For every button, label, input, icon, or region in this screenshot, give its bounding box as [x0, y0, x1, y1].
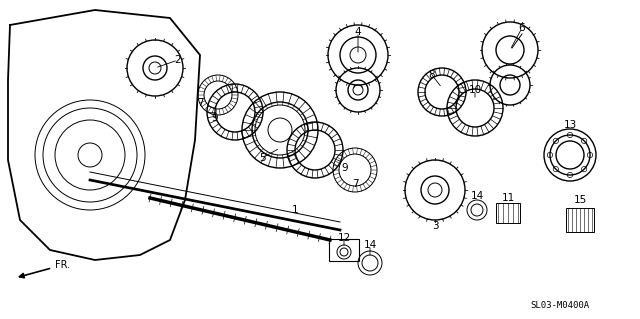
Text: 11: 11: [501, 193, 515, 203]
Text: 8: 8: [429, 70, 435, 80]
Bar: [496, 203, 520, 223]
Text: 3: 3: [432, 221, 438, 231]
Text: 5: 5: [259, 153, 266, 163]
Text: 6: 6: [518, 23, 525, 33]
Text: SL03-M0400A: SL03-M0400A: [531, 300, 589, 309]
Text: 7: 7: [196, 98, 204, 108]
Text: 9: 9: [342, 163, 348, 173]
Text: 9: 9: [212, 113, 218, 123]
Text: 7: 7: [352, 179, 358, 189]
Text: 1: 1: [292, 205, 298, 215]
Text: 10: 10: [468, 85, 481, 95]
Text: 14: 14: [470, 191, 484, 201]
Bar: [566, 208, 594, 232]
Text: 15: 15: [573, 195, 587, 205]
Text: 12: 12: [337, 233, 351, 243]
Text: 14: 14: [364, 240, 376, 250]
Text: 13: 13: [563, 120, 577, 130]
Text: FR.: FR.: [19, 260, 70, 278]
Text: 4: 4: [355, 27, 362, 37]
Text: 2: 2: [175, 55, 181, 65]
